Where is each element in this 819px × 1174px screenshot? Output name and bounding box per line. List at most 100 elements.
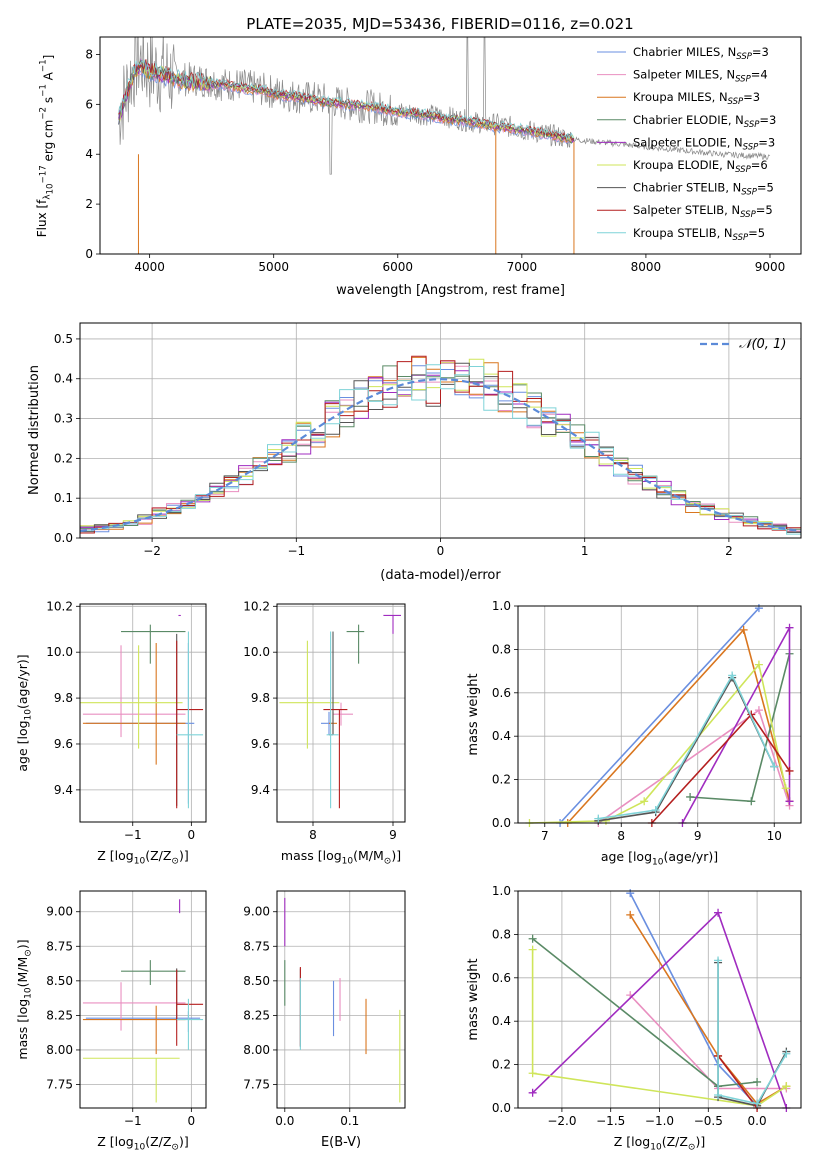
weight-marker-8-2 (753, 1099, 762, 1108)
y-axis-label-part: mass [log (15, 999, 30, 1060)
y-tick-label: 6 (85, 97, 93, 111)
y-tick-label: 0.4 (54, 372, 73, 386)
legend-subscript: SSP (744, 120, 760, 130)
x-tick-label: 9 (389, 828, 397, 842)
y-tick-label: 4 (85, 147, 93, 161)
age-vs-metallicity-panel: −1 09.49.69.810.010.2Z [log10(Z/Z⊙)]age [… (15, 599, 207, 867)
legend-value: =3 (752, 45, 769, 59)
x-tick-label: 7 (541, 829, 549, 843)
weight-lines (525, 604, 794, 827)
legend-entry-5: Kroupa ELODIE, NSSP=6 (633, 158, 768, 175)
y-tick-label: 10.2 (243, 599, 270, 613)
x-axis-label-part: 10 (650, 1143, 662, 1153)
y-tick-label: 0.0 (54, 531, 73, 545)
weight-marker-3-2 (753, 1077, 762, 1086)
x-tick-label: 0.0 (275, 1114, 294, 1128)
y-tick-label: 8.25 (46, 1008, 73, 1022)
legend-value: =3 (758, 135, 775, 149)
y-axis-label-part: age [log (15, 720, 30, 771)
axes-frame (79, 603, 207, 823)
axes-frame (79, 890, 207, 1109)
weight-marker-3-0 (686, 792, 695, 801)
weight-marker-7-2 (785, 766, 794, 775)
x-tick-label: −2.0 (547, 1114, 576, 1128)
x-tick-label: 6000 (382, 260, 413, 274)
legend-subscript: SSP (735, 165, 751, 175)
x-axis-label-part: ⊙ (688, 1143, 696, 1153)
x-tick-label: 0.0 (748, 1114, 767, 1128)
x-axis-label-part: (Z/Z (145, 1134, 171, 1149)
weight-marker-8-0 (714, 956, 723, 965)
y-axis-label: mass weight (466, 673, 481, 755)
weight-marker-8-1 (714, 1090, 723, 1099)
legend-subscript: SSP (728, 97, 744, 107)
x-tick-label: −0.5 (694, 1114, 723, 1128)
axes-frame (79, 322, 802, 539)
y-tick-label: 10.2 (46, 599, 73, 613)
y-tick-label: 0.0 (492, 1101, 511, 1115)
y-tick-label: 0.2 (492, 773, 511, 787)
x-axis-label-part: (M/M (353, 848, 384, 863)
y-axis-label: Flux [fλ10−17 erg cm−2 s−1 A−1] (35, 55, 56, 238)
legend-name: Kroupa ELODIE, N (633, 158, 735, 172)
legend-entry-8: Kroupa STELIB, NSSP=5 (633, 226, 765, 243)
y-axis-label-part: 10 (24, 987, 34, 999)
weight-series-7 (717, 1055, 758, 1109)
weight-series-6 (598, 675, 775, 822)
legend-name: Kroupa MILES, N (633, 90, 728, 104)
x-tick-label: 0 (188, 828, 196, 842)
weight-series-4 (681, 627, 791, 824)
weight-series-5 (531, 949, 787, 1107)
weight-vs-metallicity-panel: −2.0 −1.5 −1.0 −0.5 0.0 0.0 0.2 0.4 0.6 0.8 1.0 Z [… (466, 884, 802, 1153)
y-axis-label: mass [log10(M/M⊙)] (15, 939, 34, 1059)
legend-name: Salpeter ELODIE, N (633, 135, 743, 149)
weight-marker-5-0 (528, 945, 537, 954)
legend-name: Chabrier ELODIE, N (633, 113, 744, 127)
weight-series-0 (629, 892, 758, 1107)
y-tick-label: 7.75 (46, 1078, 73, 1092)
legend-value: =5 (757, 181, 774, 195)
y-axis-label: mass weight (466, 958, 481, 1040)
x-axis-label: mass [log10(M/M⊙)] (281, 848, 401, 867)
x-axis-label-part: mass [log (281, 848, 342, 863)
x-tick-label: −1 (124, 1114, 142, 1128)
errorbar-group (82, 899, 204, 1103)
axes-frame (517, 605, 802, 824)
y-tick-label: 1.0 (492, 599, 511, 613)
residuals-histogram-panel: −2 −1 0 1 2 0.0 0.1 0.2 0.3 0.4 0.5 𝒩(0, 1) (data-mo… (27, 322, 802, 583)
weight-marker-4-2 (785, 797, 794, 806)
weight-marker-2-1 (739, 625, 748, 634)
weight-marker-4-1 (785, 623, 794, 632)
x-tick-label: 4000 (134, 260, 165, 274)
y-tick-label: 8.25 (243, 1008, 270, 1022)
x-axis-label-part: Z [log (614, 1134, 650, 1149)
legend-subscript: SSP (735, 75, 751, 85)
y-axis-label-part: −1 (38, 84, 48, 97)
y-axis-label: age [log10(age/yr)] (15, 654, 34, 771)
weight-marker-5-2 (640, 797, 649, 806)
legend-entry-0: Chabrier MILES, NSSP=3 (633, 45, 769, 62)
y-axis-label-part: Flux [f (35, 199, 49, 237)
weight-marker-5-3 (782, 1082, 791, 1091)
y-tick-label: 9.00 (46, 905, 73, 919)
y-tick-label: 0.0 (492, 816, 511, 830)
x-tick-label: 10 (767, 829, 782, 843)
legend-subscript: SSP (740, 210, 756, 220)
weight-series-2 (629, 914, 787, 1105)
spectrum-curves (118, 37, 771, 254)
x-tick-label: 9 (694, 829, 702, 843)
x-axis-label: age [log10(age/yr)] (601, 849, 718, 868)
x-axis-label-part: 10 (652, 858, 664, 868)
x-tick-label: 8000 (631, 260, 662, 274)
legend-name: Chabrier MILES, N (633, 45, 736, 59)
legend-name: Salpeter MILES, N (633, 68, 735, 82)
y-tick-label: 9.8 (54, 691, 73, 705)
histogram-group (80, 355, 801, 538)
axes-frame (99, 36, 802, 255)
x-axis-label: Z [log10(Z/Z⊙)] (97, 1134, 188, 1153)
y-tick-label: 0.1 (54, 491, 73, 505)
y-tick-label: 0.6 (492, 971, 511, 985)
y-tick-label: 9.4 (251, 783, 270, 797)
legend-subscript: SSP (741, 188, 757, 198)
